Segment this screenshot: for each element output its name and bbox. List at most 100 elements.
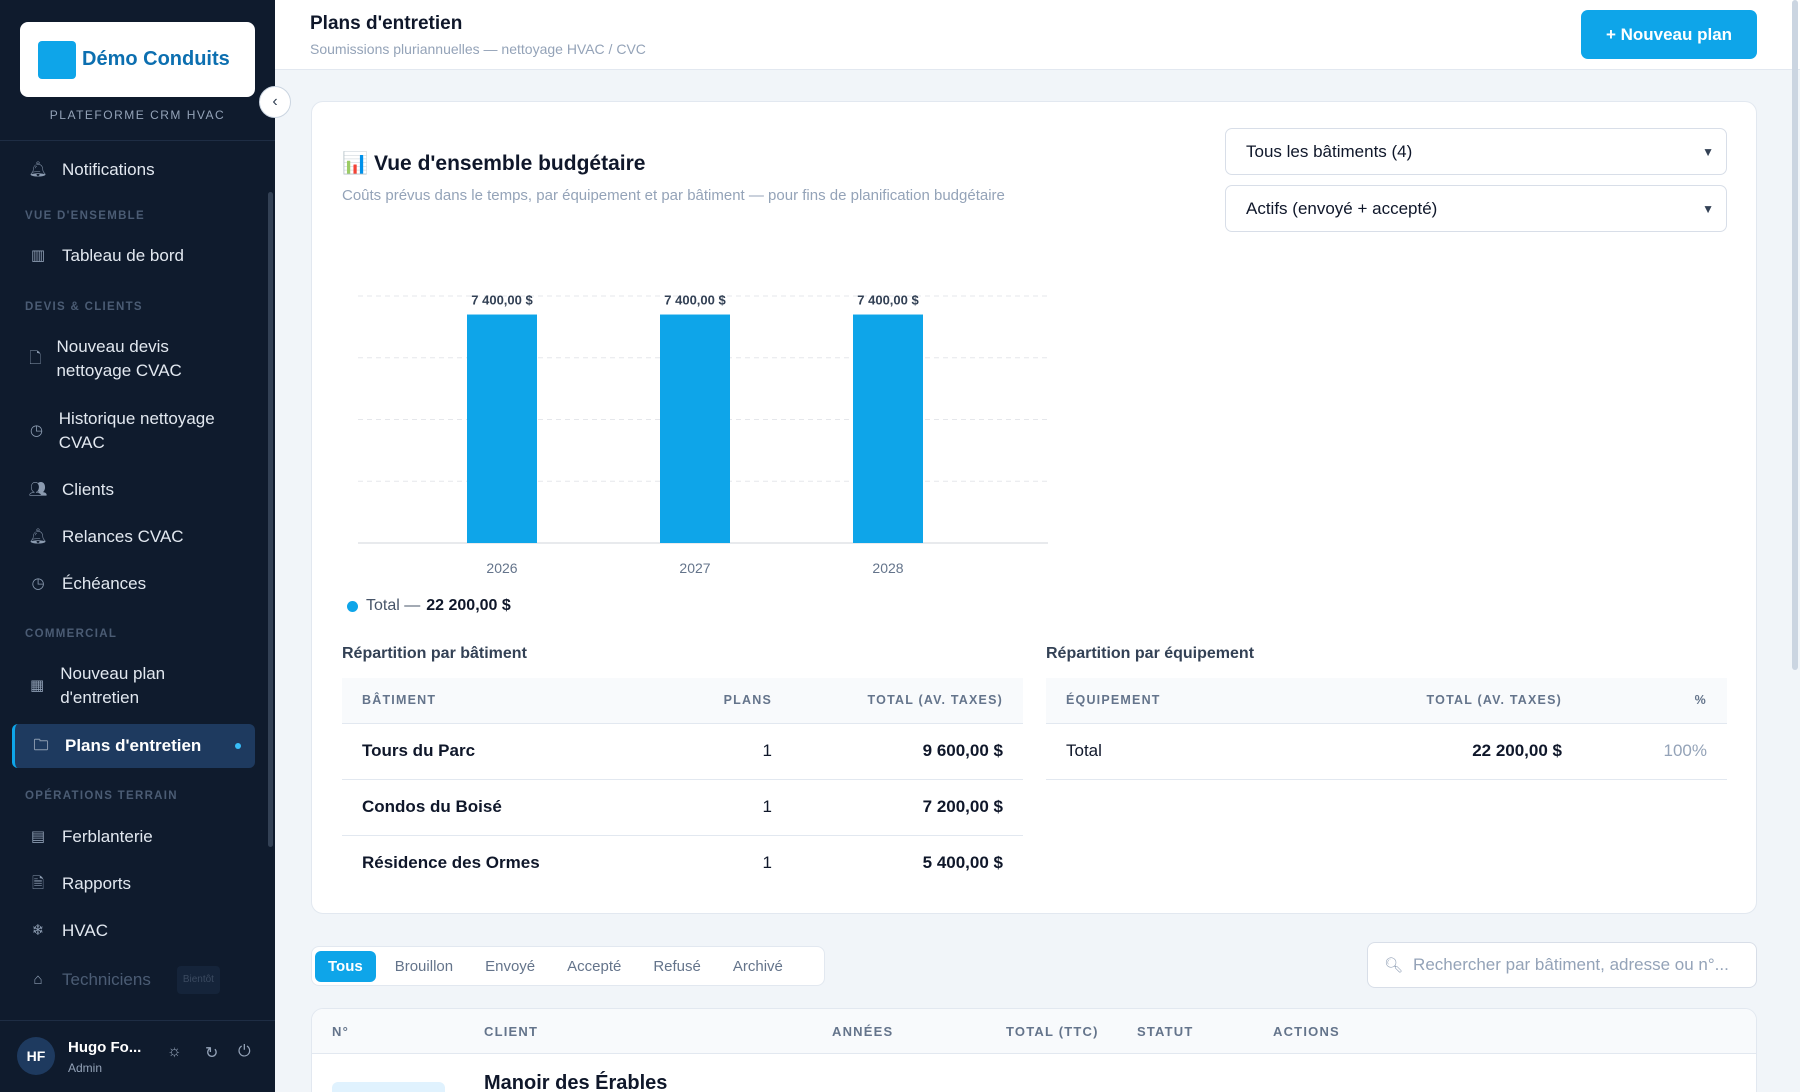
- chart-tick-label: 2027: [679, 560, 710, 576]
- sun-icon[interactable]: ☼: [167, 1043, 182, 1060]
- sidebar-item-label: Clients: [62, 480, 114, 499]
- sidebar-item-technicians: ⌂ Techniciens Bientôt: [12, 966, 255, 994]
- col-actions: ACTIONS: [1273, 1024, 1340, 1039]
- power-icon[interactable]: ⏻: [238, 1043, 251, 1060]
- table-row: Condos du Boisé 1 7 200,00 $: [342, 779, 1023, 836]
- tab-draft[interactable]: Brouillon: [394, 957, 454, 975]
- sidebar-item-dashboard[interactable]: ▥ Tableau de bord: [12, 244, 255, 268]
- brand-logo[interactable]: Démo Conduits: [20, 22, 255, 97]
- calendar-icon: ▦: [30, 677, 45, 694]
- search-placeholder: Rechercher par bâtiment, adresse ou n°..…: [1413, 955, 1729, 974]
- sidebar-item-new-plan[interactable]: ▦ Nouveau plan d'entretien: [12, 662, 232, 710]
- clock-icon: ◷: [29, 422, 43, 439]
- building-total: 7 200,00 $: [792, 779, 1023, 836]
- chart-data-label: 7 400,00 $: [857, 293, 919, 308]
- search-input[interactable]: 🔍︎ Rechercher par bâtiment, adresse ou n…: [1367, 942, 1757, 988]
- col-total: TOTAL (AV. TAXES): [792, 678, 1023, 724]
- tab-accepted[interactable]: Accepté: [567, 957, 622, 975]
- layers-icon: ▤: [30, 828, 46, 845]
- tab-sent[interactable]: Envoyé: [485, 957, 536, 975]
- sidebar-item-reports[interactable]: 🗎︎ Rapports: [12, 872, 255, 896]
- building-plans: 1: [762, 853, 772, 873]
- sidebar-item-label: Notifications: [62, 160, 155, 179]
- sidebar-item-label: Techniciens: [62, 970, 151, 989]
- plan-client-name[interactable]: Manoir des Érables: [484, 1072, 668, 1092]
- col-building: BÂTIMENT: [342, 678, 672, 724]
- status-filter-value: Actifs (envoyé + accepté): [1246, 198, 1438, 218]
- collapse-sidebar-button[interactable]: ‹: [259, 86, 291, 118]
- sidebar-item-new-quote[interactable]: 🗋︎ Nouveau devis nettoyage CVAC: [12, 335, 232, 383]
- sidebar-item-plans[interactable]: 🗀︎ Plans d'entretien: [12, 724, 255, 768]
- sidebar-item-notifications[interactable]: 🔔︎ Notifications: [12, 158, 255, 182]
- tab-all[interactable]: Tous: [315, 950, 376, 982]
- tab-refused[interactable]: Refusé: [653, 957, 701, 975]
- bar-chart-icon: ▥: [30, 247, 46, 264]
- equipment-percent: 100%: [1582, 723, 1727, 780]
- budget-title: 📊 Vue d'ensemble budgétaire: [342, 152, 645, 176]
- chart-legend: Total — 22 200,00 $: [347, 597, 511, 615]
- sidebar-item-label: Tableau de bord: [62, 246, 184, 265]
- avatar[interactable]: HF: [17, 1037, 55, 1075]
- building-total: 5 400,00 $: [922, 853, 1003, 873]
- col-total-ttc: TOTAL (TTC): [1006, 1024, 1099, 1039]
- col-plans: PLANS: [672, 678, 792, 724]
- new-plan-button[interactable]: + Nouveau plan: [1581, 10, 1757, 59]
- chart-tick-label: 2028: [872, 560, 903, 576]
- sidebar-item-reminders[interactable]: 🔔︎ Relances CVAC: [12, 525, 255, 549]
- sidebar-item-label: Rapports: [62, 874, 131, 893]
- bell-icon: 🔔︎: [28, 161, 48, 178]
- status-filter-select[interactable]: Actifs (envoyé + accepté) ▼: [1225, 185, 1727, 232]
- table-row: Total 22 200,00 $ 100%: [1046, 723, 1727, 780]
- budget-bar-chart: 7 400,00 $ 2026 7 400,00 $ 2027 7 400,00 $ 20…: [358, 293, 1048, 576]
- section-overview: VUE D'ENSEMBLE: [25, 210, 145, 222]
- document-icon: 🗎︎: [31, 875, 45, 892]
- logo-mark-icon: [38, 40, 76, 79]
- building-name: Condos du Boisé: [342, 779, 672, 836]
- chevron-down-icon: ▼: [1702, 144, 1714, 159]
- building-filter-select[interactable]: Tous les bâtiments (4) ▼: [1225, 128, 1727, 175]
- building-filter-value: Tous les bâtiments (4): [1246, 141, 1413, 161]
- col-number: N°: [332, 1024, 349, 1039]
- sidebar-item-label: HVAC: [62, 921, 108, 940]
- chevron-left-icon: ‹: [272, 93, 278, 110]
- sidebar-item-hvac[interactable]: ❄︎ HVAC: [12, 919, 255, 943]
- section-field-ops: OPÉRATIONS TERRAIN: [25, 790, 178, 802]
- page-title: Plans d'entretien: [310, 13, 463, 34]
- user-role: Admin: [68, 1061, 103, 1075]
- sidebar-item-history[interactable]: ◷ Historique nettoyage CVAC: [12, 407, 232, 455]
- file-plus-icon: 🗋︎: [29, 350, 42, 367]
- snowflake-icon: ❄︎: [31, 922, 45, 939]
- sidebar-item-sheet-metal[interactable]: ▤ Ferblanterie: [12, 825, 255, 849]
- search-icon: 🔍︎: [1384, 957, 1404, 974]
- plan-number-badge[interactable]: [332, 1082, 445, 1092]
- col-years: ANNÉES: [832, 1024, 894, 1039]
- legend-dot-icon: [347, 600, 358, 612]
- by-equipment-table: ÉQUIPEMENT TOTAL (AV. TAXES) % Total 22 …: [1046, 678, 1727, 780]
- table-row: Tours du Parc 1 9 600,00 $: [342, 723, 1023, 780]
- bell-icon: 🔔︎: [28, 528, 48, 545]
- tab-archived[interactable]: Archivé: [732, 957, 783, 975]
- chart-emoji-icon: 📊: [342, 152, 369, 175]
- refresh-icon[interactable]: ↻: [205, 1045, 219, 1062]
- user-name: Hugo Fo...: [68, 1039, 142, 1056]
- sidebar-item-label: Plans d'entretien: [65, 736, 202, 755]
- sidebar-scrollbar[interactable]: [268, 192, 273, 847]
- main-scrollbar[interactable]: [1792, 0, 1798, 670]
- sidebar-divider: [0, 140, 275, 141]
- sidebar-item-deadlines[interactable]: ◷ Échéances: [12, 572, 255, 596]
- sidebar: Démo Conduits PLATEFORME CRM HVAC 🔔︎ Not…: [0, 0, 275, 1092]
- chart-data-label: 7 400,00 $: [471, 293, 533, 308]
- status-tabs: Tous Brouillon Envoyé Accepté Refusé Arc…: [311, 946, 825, 986]
- sidebar-item-clients[interactable]: 👥︎ Clients: [12, 478, 255, 502]
- house-icon: ⌂: [33, 971, 43, 988]
- plans-table-header: N° CLIENT ANNÉES TOTAL (TTC) STATUT ACTI…: [312, 1009, 1756, 1054]
- budget-subtitle: Coûts prévus dans le temps, par équipeme…: [342, 187, 1005, 204]
- chart-bar: [853, 314, 923, 543]
- plans-table: N° CLIENT ANNÉES TOTAL (TTC) STATUT ACTI…: [311, 1008, 1757, 1092]
- page-subtitle: Soumissions pluriannuelles — nettoyage H…: [310, 41, 646, 57]
- building-total: 9 600,00 $: [792, 723, 1023, 780]
- legend-label: Total —: [366, 597, 421, 614]
- building-plans: 1: [672, 723, 792, 780]
- building-name: Résidence des Ormes: [362, 853, 540, 873]
- col-percent: %: [1582, 678, 1727, 724]
